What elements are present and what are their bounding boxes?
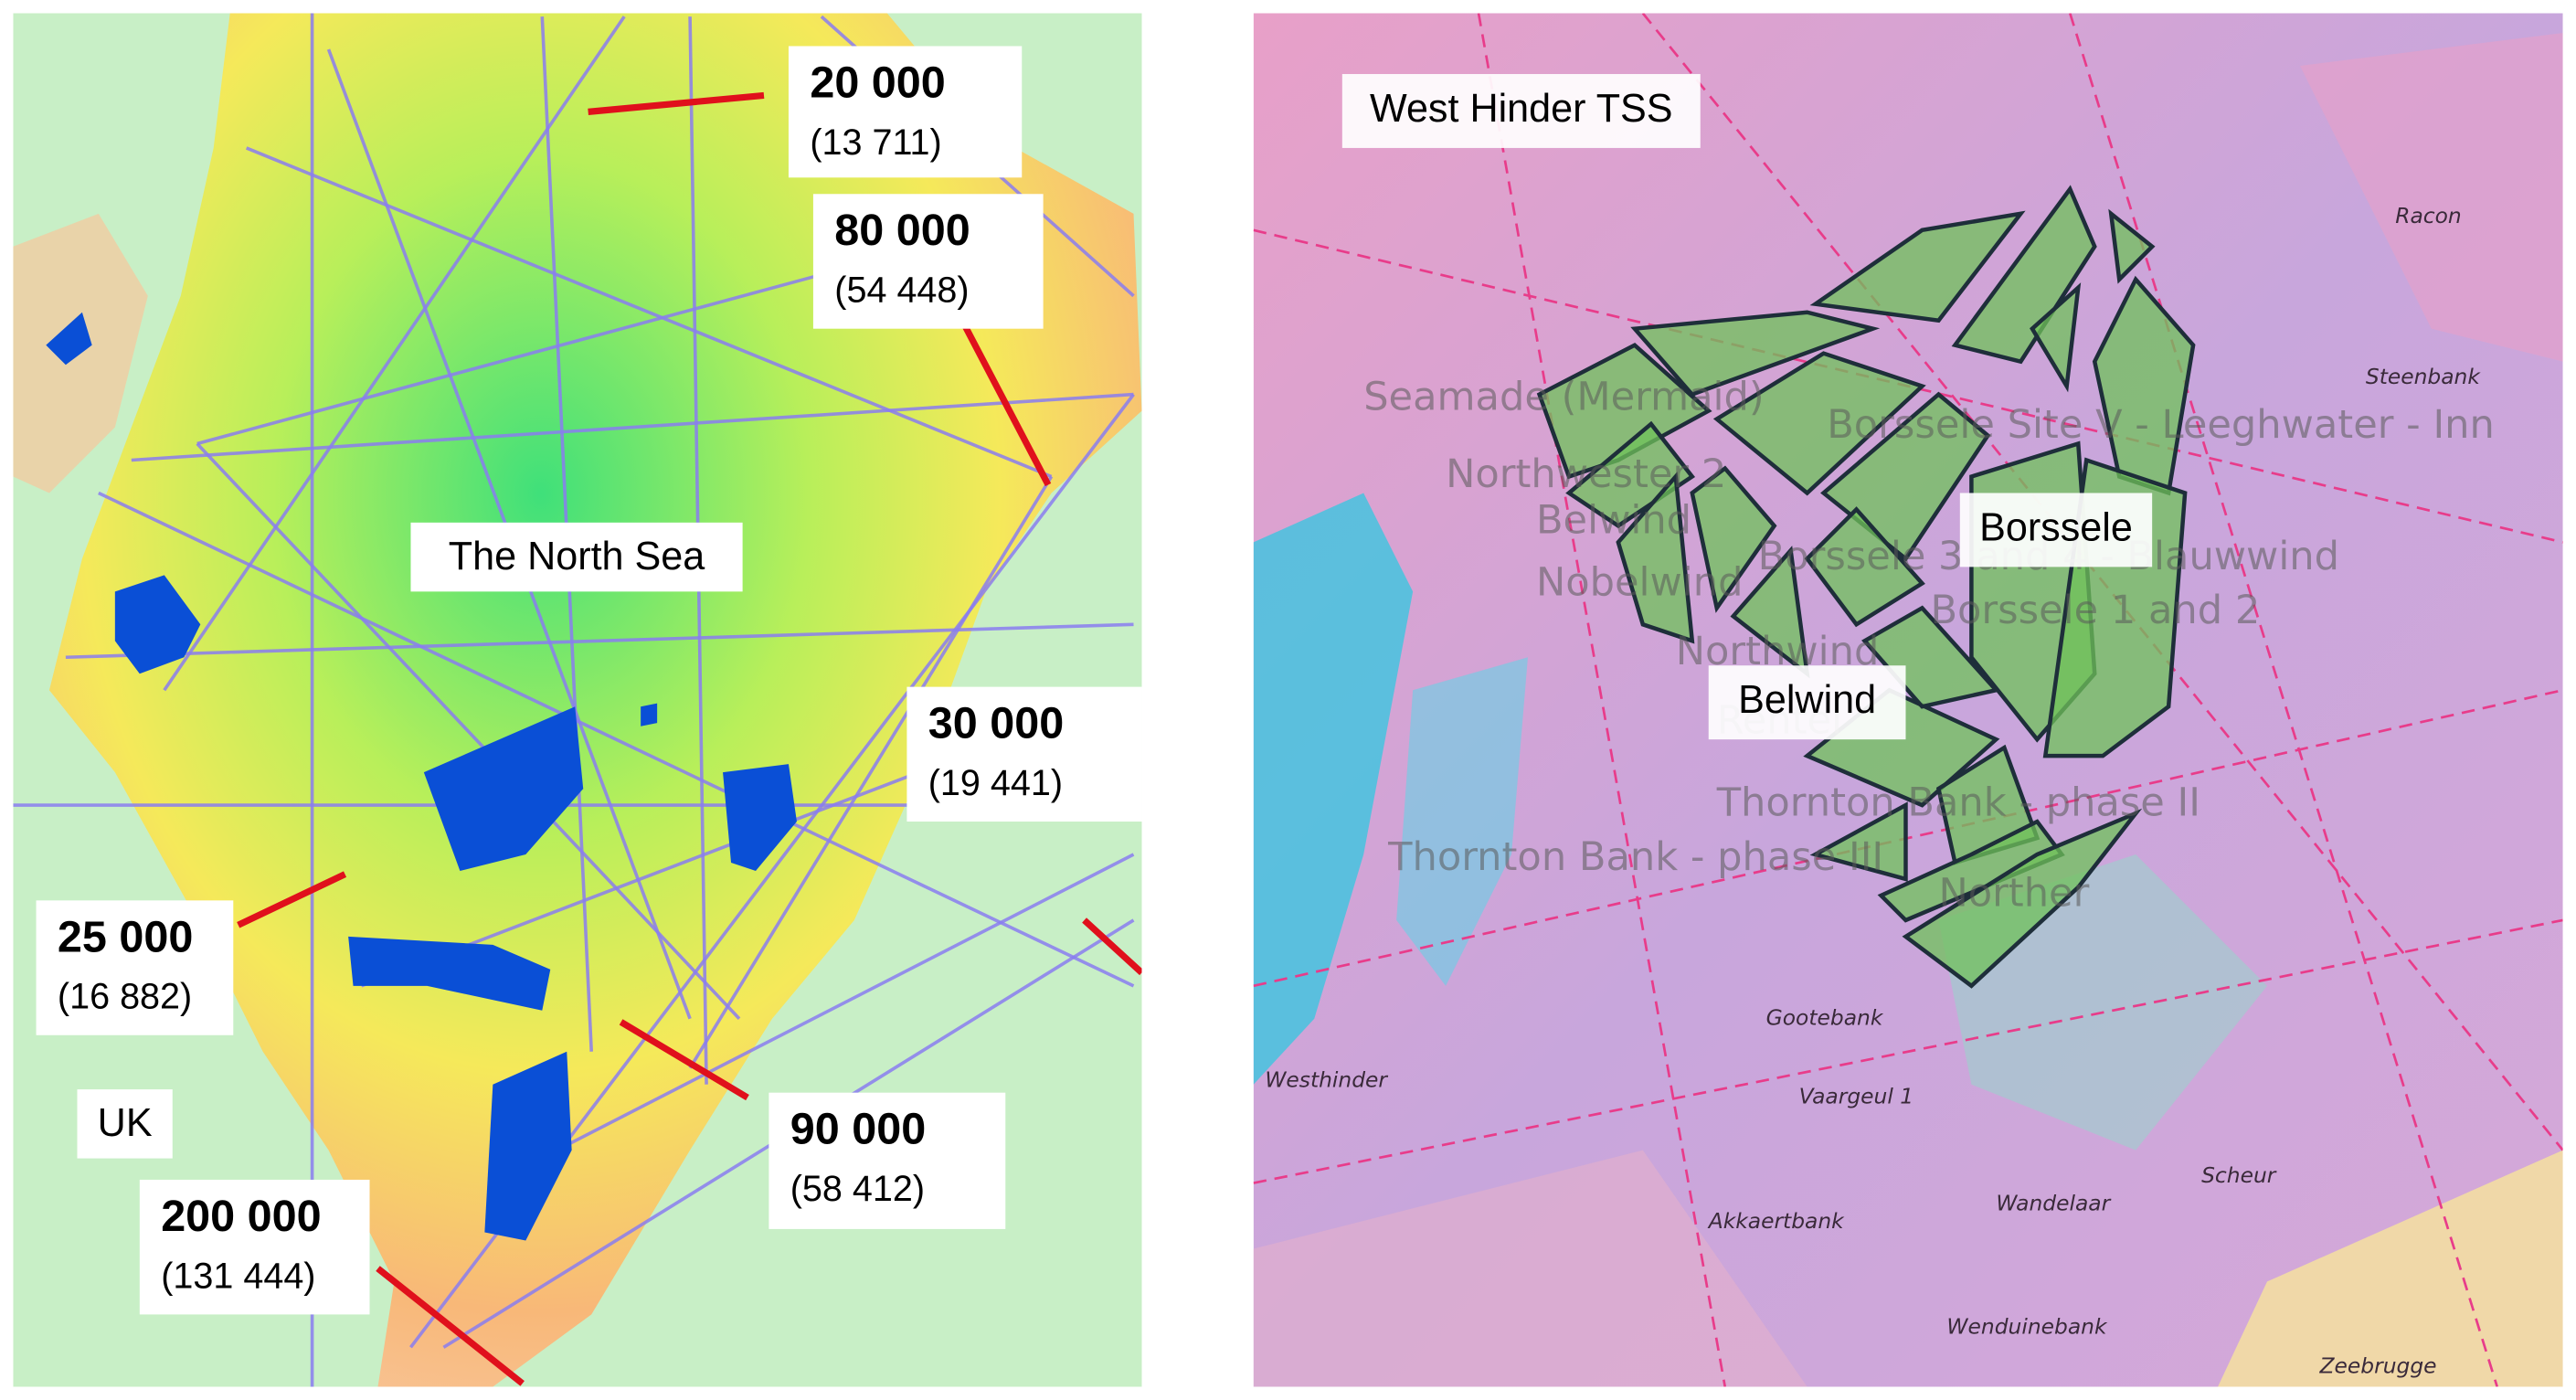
label-box	[77, 1089, 173, 1159]
traffic-line	[619, 1019, 749, 1101]
chart-label: Wenduinebank	[1946, 1313, 2108, 1339]
label-box	[812, 194, 1044, 329]
traffic-count: 25 000	[58, 912, 193, 961]
wind-farms	[46, 312, 797, 1241]
traffic-sub: (131 444)	[161, 1256, 315, 1296]
chart-label: Zeebrugge	[2319, 1352, 2437, 1378]
label-box	[36, 900, 234, 1035]
sea	[48, 13, 1142, 1387]
sea-label: The North Sea	[449, 535, 705, 578]
north-sea-map: The North Sea UK 20 000 (13 711) 80 000 (54…	[13, 13, 1142, 1387]
label-box	[1959, 493, 2153, 567]
shoal	[1253, 1150, 1807, 1387]
chart-label: Akkaertbank	[1707, 1208, 1845, 1234]
overlay-label: Belwind	[1536, 497, 1691, 543]
shoal	[2299, 33, 2563, 362]
overlay-label: Thornton Bank - phase III	[1387, 834, 1883, 880]
traffic-sub: (54 448)	[834, 270, 969, 311]
traffic-count: 80 000	[834, 206, 970, 255]
traffic-line	[376, 1266, 525, 1386]
traffic-labels: 20 000 (13 711) 80 000 (54 448) 30 000 (19 44…	[36, 46, 1142, 1315]
coast	[2218, 1150, 2563, 1387]
label-box	[410, 522, 743, 592]
traffic-line	[237, 871, 347, 928]
country-label: UK	[98, 1101, 153, 1145]
map-label: Borssele	[1979, 505, 2133, 549]
nautical-chart: Seamade (Mermaid) Borssele Site V - Leegh…	[1253, 13, 2563, 1387]
shoal	[1253, 493, 1414, 1085]
traffic-line	[588, 91, 765, 115]
chart-label: Vaargeul 1	[1799, 1084, 1913, 1109]
chart-label: Westhinder	[1265, 1067, 1388, 1093]
shoal	[1396, 657, 1528, 986]
traffic-sub: (13 711)	[810, 122, 941, 163]
overlay-label: Northwester 2	[1446, 451, 1726, 497]
map-label: West Hinder TSS	[1370, 87, 1673, 131]
overlay-label: Thornton Bank - phase II	[1716, 780, 2200, 826]
overlay-label: Seamade (Mermaid)	[1363, 374, 1765, 419]
label-box	[1341, 74, 1701, 148]
map-label: Belwind	[1738, 678, 1876, 722]
label-box	[906, 686, 1142, 822]
overlay-label: Nobelwind	[1536, 560, 1744, 606]
traffic-sub: (19 441)	[928, 763, 1063, 803]
traffic-count: 90 000	[790, 1105, 926, 1154]
chart-labels: Gootebank Westhinder Akkaertbank Wandelaar S…	[1265, 203, 2481, 1378]
overlay-label: Borssele 1 and 2	[1930, 588, 2260, 633]
traffic-count: 30 000	[928, 699, 1064, 748]
chart-label: Gootebank	[1766, 1004, 1884, 1030]
label-box	[139, 1179, 370, 1315]
label-box	[1708, 665, 1906, 740]
chart-label: Racon	[2395, 203, 2462, 228]
overlay-label: Borssele Site V - Leeghwater - Inn	[1827, 402, 2495, 448]
traffic-count: 200 000	[161, 1192, 321, 1241]
overlay-label: Norther	[1938, 870, 2089, 916]
traffic-line	[953, 307, 1052, 487]
traffic-sub: (16 882)	[58, 977, 192, 1017]
label-box	[788, 46, 1023, 178]
label-box	[769, 1092, 1006, 1229]
chart-label: Wandelaar	[1996, 1190, 2111, 1215]
chart-label: Scheur	[2201, 1162, 2277, 1188]
map-labels: West Hinder TSS Borssele Belwind	[1341, 74, 2153, 740]
traffic-sub: (58 412)	[790, 1169, 925, 1209]
traffic-line	[1082, 917, 1142, 976]
chart-label: Steenbank	[2366, 364, 2481, 389]
traffic-count: 20 000	[810, 58, 945, 107]
